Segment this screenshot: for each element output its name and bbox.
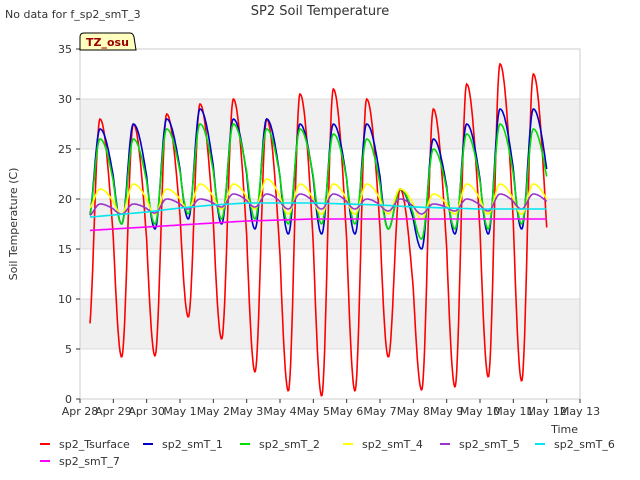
x-tick-label: May 11	[493, 405, 533, 418]
x-tick-label: Apr 30	[128, 405, 165, 418]
grid-band	[80, 199, 580, 249]
x-tick-label: May 12	[527, 405, 567, 418]
x-tick-label: Apr 28	[62, 405, 99, 418]
legend: sp2_Tsurface sp2_smT_1 sp2_smT_2 sp2_smT_4 s…	[40, 438, 615, 468]
y-tick-label: 20	[58, 193, 72, 206]
x-tick-label: May 4	[263, 405, 296, 418]
legend-item-sp2_smT_1: sp2_smT_1	[162, 438, 223, 451]
x-tick-label: May 5	[297, 405, 330, 418]
y-tick-label: 0	[65, 393, 72, 406]
series-line-sp2_smT_4	[89, 178, 548, 220]
legend-item-sp2_smT_5: sp2_smT_5	[459, 438, 520, 451]
y-tick-label: 30	[58, 93, 72, 106]
series-lines	[89, 62, 548, 397]
x-tick-label: May 6	[330, 405, 363, 418]
site-badge-box	[79, 32, 137, 51]
series-line-sp2_smT_6	[89, 202, 547, 218]
site-badge: TZ_osu	[79, 32, 137, 51]
series-line-sp2_smT_5	[89, 193, 548, 217]
chart-title: SP2 Soil Temperature	[251, 4, 389, 19]
y-tick-label: 25	[58, 143, 72, 156]
series-line-sp2_Tsurface	[89, 62, 548, 397]
grid-band	[80, 249, 580, 299]
series-line-sp2_smT_1	[89, 108, 548, 250]
y-axis: 0 5 10 15 20 25 30 35	[58, 43, 80, 406]
x-tick-label: May 8	[397, 405, 430, 418]
x-tick-label: May 10	[460, 405, 500, 418]
plot-frame	[79, 48, 581, 400]
legend-item-sp2_smT_2: sp2_smT_2	[259, 438, 320, 451]
x-tick-label: May 3	[230, 405, 263, 418]
legend-item-sp2_smT_6: sp2_smT_6	[554, 438, 615, 451]
series-line-sp2_smT_7	[89, 218, 547, 232]
grid-band	[80, 49, 580, 99]
x-tick-label: May 13	[560, 405, 600, 418]
y-tick-label: 10	[58, 293, 72, 306]
y-axis-label: Soil Temperature (C)	[7, 168, 20, 281]
x-tick-label: May 1	[163, 405, 196, 418]
legend-item-sp2_smT_4: sp2_smT_4	[362, 438, 423, 451]
x-tick-label: May 2	[197, 405, 230, 418]
x-tick-label: May 7	[363, 405, 396, 418]
x-tick-label: Apr 29	[95, 405, 132, 418]
series-line-sp2_smT_2	[89, 123, 548, 240]
legend-item-sp2_smT_7: sp2_smT_7	[59, 455, 120, 468]
y-tick-label: 5	[65, 343, 72, 356]
x-axis-label: Time	[550, 423, 578, 436]
x-tick-label: May 9	[430, 405, 463, 418]
y-tick-label: 15	[58, 243, 72, 256]
grid-band	[80, 349, 580, 399]
y-tick-label: 35	[58, 43, 72, 56]
grid-band	[80, 299, 580, 349]
no-data-note: No data for f_sp2_smT_3	[5, 8, 141, 21]
site-badge-label: TZ_osu	[86, 36, 129, 49]
legend-item-sp2_Tsurface: sp2_Tsurface	[59, 438, 130, 451]
